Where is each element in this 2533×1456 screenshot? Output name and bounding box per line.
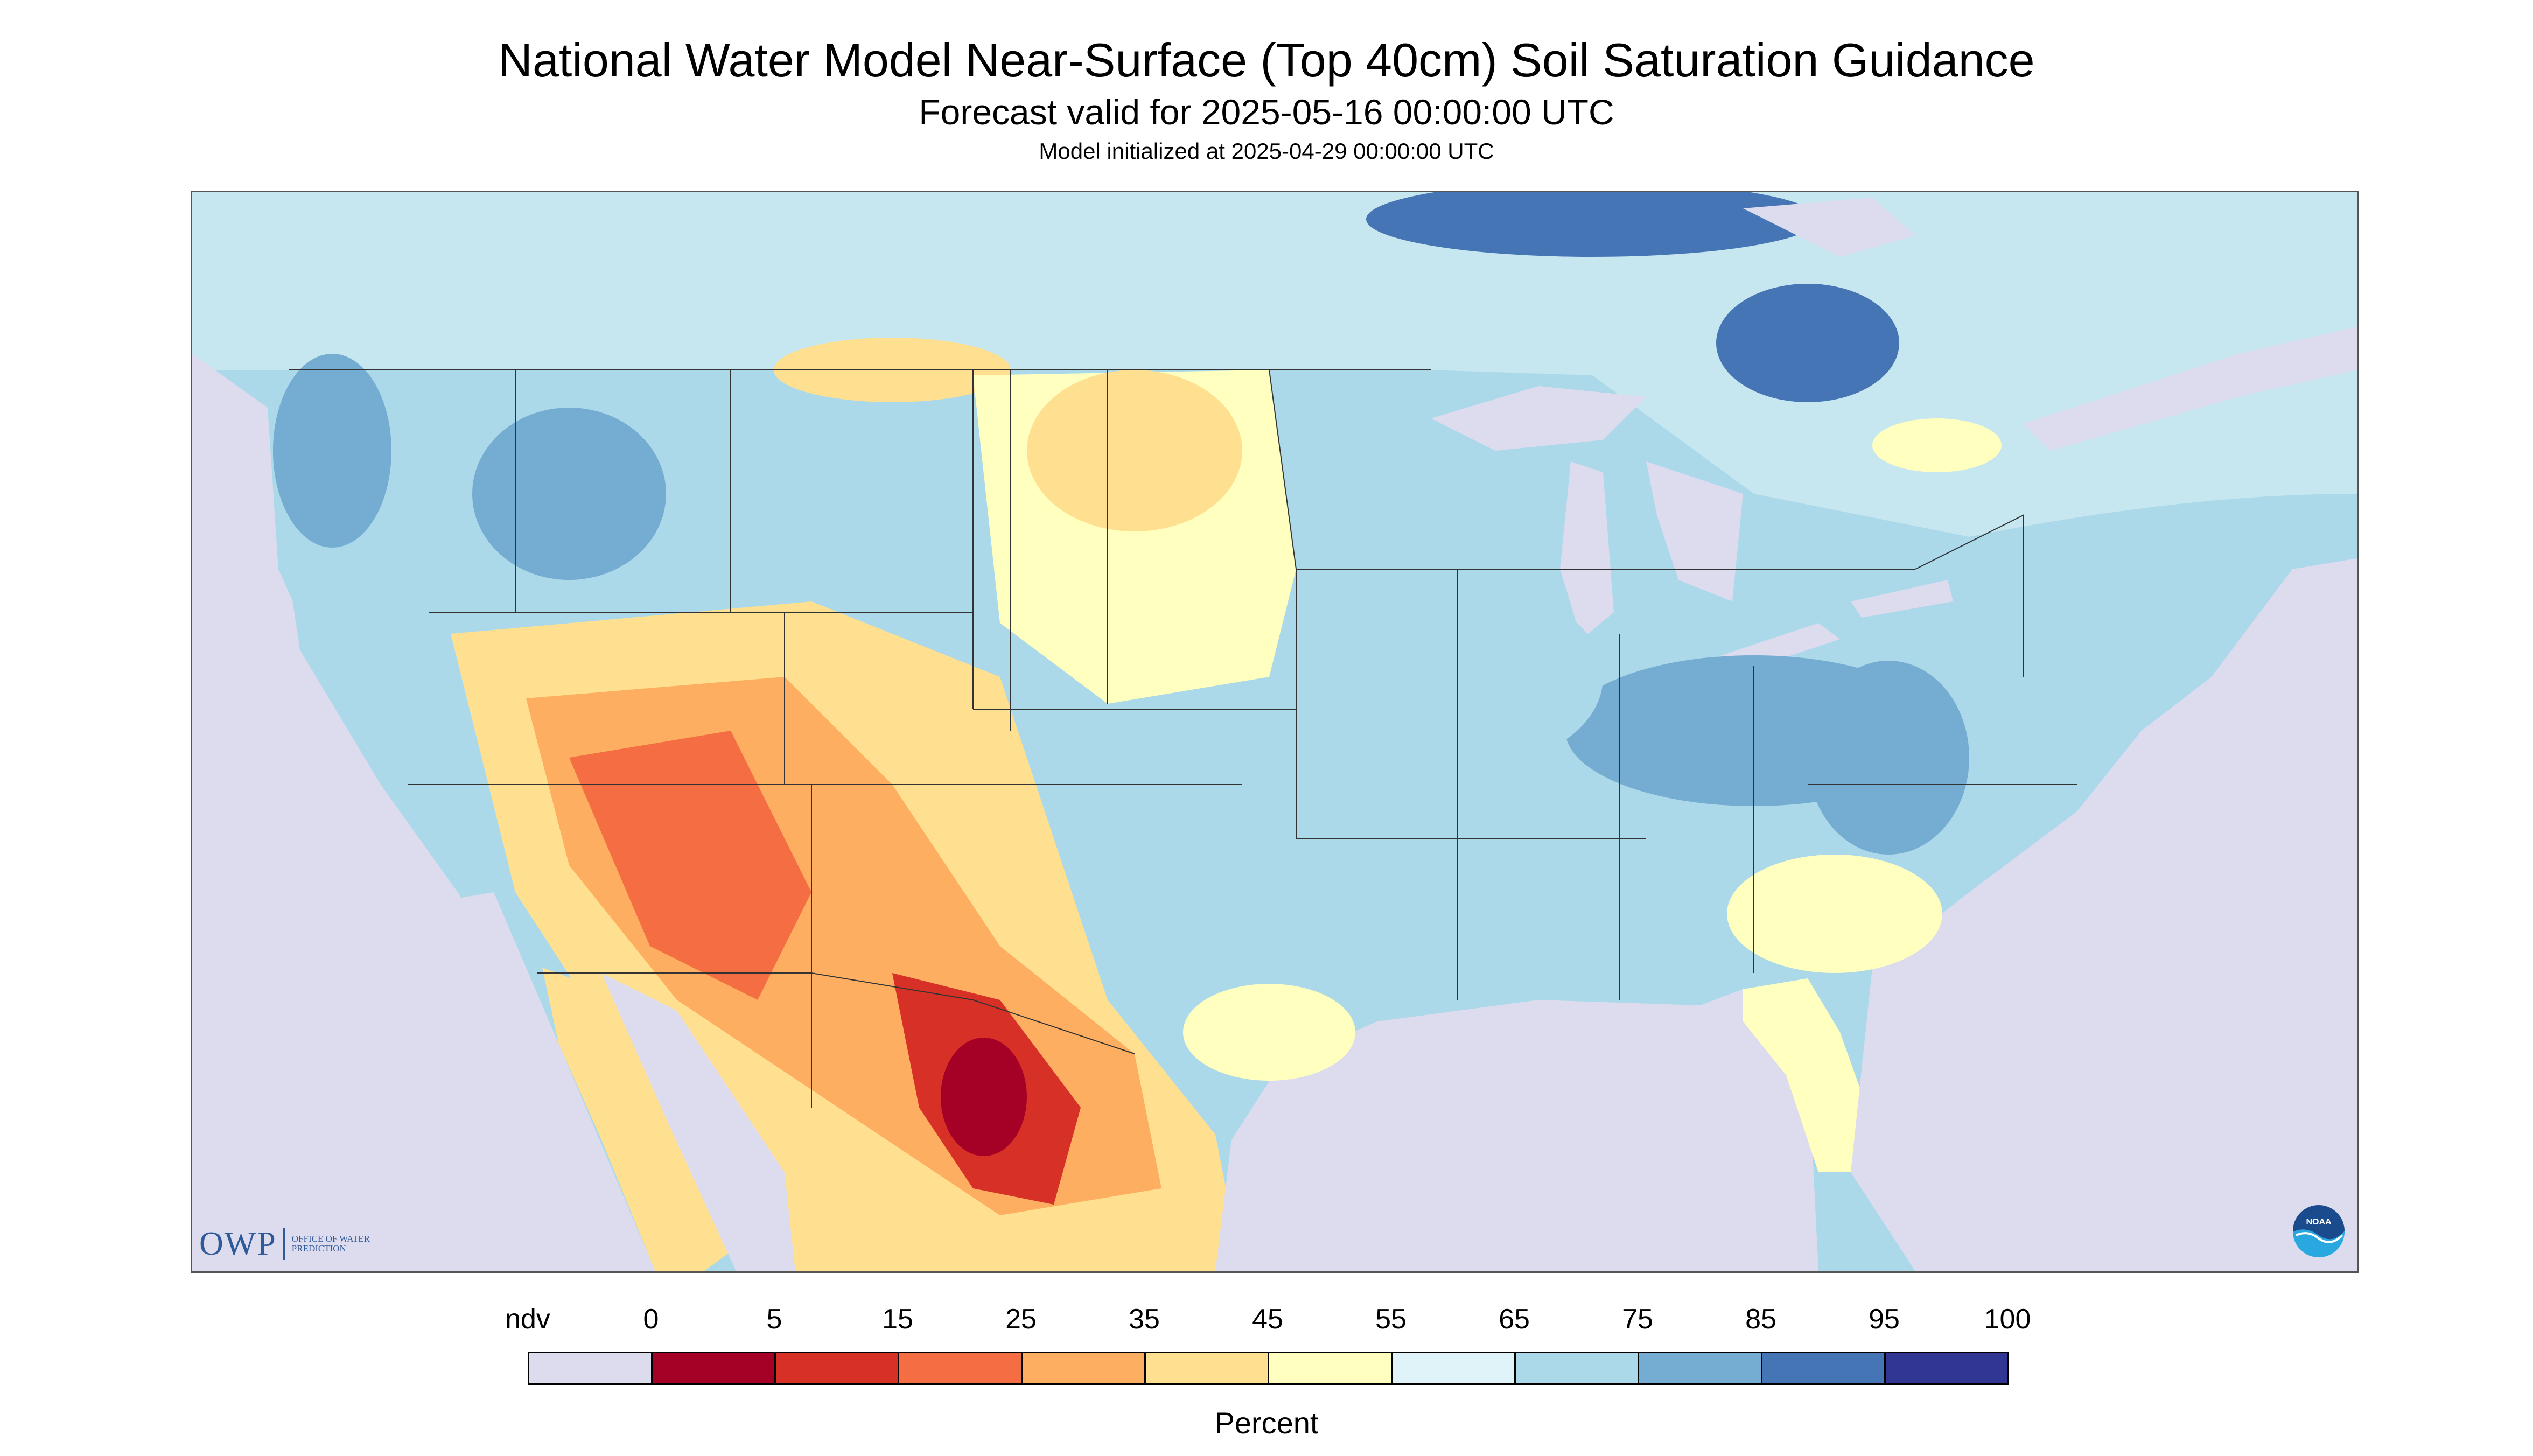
canada-region — [192, 192, 2357, 537]
legend-swatch-0 — [528, 1352, 653, 1385]
forecast-valid-time: Forecast valid for 2025-05-16 00:00:00 U… — [919, 92, 1614, 132]
legend-swatch-3 — [898, 1352, 1023, 1385]
legend-label-11: 95 — [1869, 1304, 1900, 1335]
noaa-logo-text: NOAA — [2306, 1217, 2332, 1227]
legend-swatch-8 — [1514, 1352, 1639, 1385]
appalachian-wet — [1808, 661, 1969, 855]
soil-saturation-map — [191, 191, 2359, 1273]
legend-swatch-11 — [1884, 1352, 2009, 1385]
st-lawrence — [2023, 327, 2357, 451]
texas-coast-dry — [1183, 984, 1355, 1081]
baja-peninsula — [542, 968, 736, 1271]
legend-labels: ndv 0 5 15 25 35 45 55 65 75 85 95 100 — [0, 1303, 2533, 1341]
legend-colorbar — [0, 1352, 2533, 1389]
pacific-northwest-wet — [273, 354, 391, 548]
idaho-wet — [472, 408, 666, 580]
owp-logo-divider — [283, 1228, 285, 1260]
northern-wet-area — [1366, 192, 1818, 257]
hudson-bay-water — [1743, 198, 1915, 257]
legend-label-4: 25 — [1005, 1304, 1037, 1335]
legend-swatch-9 — [1638, 1352, 1762, 1385]
legend-swatch-2 — [774, 1352, 899, 1385]
legend-label-1: 0 — [643, 1304, 659, 1335]
owp-logo-mark: OWP — [199, 1225, 277, 1262]
gulf-of-mexico — [1215, 989, 1818, 1271]
legend-label-2: 5 — [766, 1304, 782, 1335]
southeast-dry — [1727, 855, 1942, 973]
legend-label-9: 75 — [1622, 1304, 1653, 1335]
legend-label-10: 85 — [1745, 1304, 1776, 1335]
map-title: National Water Model Near-Surface (Top 4… — [498, 33, 2035, 87]
hudson-wet-area — [1716, 284, 1899, 402]
legend-swatch-1 — [651, 1352, 776, 1385]
legend-label-0: ndv — [505, 1304, 550, 1335]
midwest-mix — [1366, 591, 1603, 763]
florida — [1743, 978, 1867, 1172]
map-canvas — [192, 192, 2357, 1271]
legend-label-5: 35 — [1129, 1304, 1160, 1335]
northern-dry-patch — [1872, 418, 2002, 472]
lake-ontario — [1851, 580, 1953, 618]
arizona-dry-core — [569, 731, 811, 1000]
legend-label-7: 55 — [1375, 1304, 1407, 1335]
lake-superior — [1431, 386, 1646, 451]
legend-swatch-6 — [1268, 1352, 1393, 1385]
legend-label-3: 15 — [882, 1304, 913, 1335]
gulf-of-california — [601, 973, 795, 1271]
noaa-logo: NOAA — [2293, 1205, 2345, 1258]
dakota-dry-core — [1027, 370, 1242, 531]
lake-michigan — [1560, 461, 1614, 639]
extreme-dry-spot — [941, 1038, 1027, 1156]
legend-swatch-10 — [1761, 1352, 1886, 1385]
legend-swatch-4 — [1021, 1352, 1146, 1385]
legend-label-8: 65 — [1499, 1304, 1530, 1335]
owp-logo-text: OFFICE OF WATER PREDICTION — [291, 1234, 370, 1254]
political-boundaries — [289, 369, 2077, 1108]
model-init-time: Model initialized at 2025-04-29 00:00:00… — [1039, 138, 1494, 164]
lake-huron — [1646, 461, 1743, 601]
owp-logo: OWP OFFICE OF WATER PREDICTION — [199, 1222, 378, 1265]
atlantic-ocean — [1851, 558, 2357, 1271]
legend-label-last: 100 — [1984, 1304, 2031, 1335]
legend-swatch-7 — [1391, 1352, 1516, 1385]
legend-unit: Percent — [1214, 1406, 1319, 1440]
legend-label-6: 45 — [1252, 1304, 1283, 1335]
legend-swatch-5 — [1144, 1352, 1269, 1385]
